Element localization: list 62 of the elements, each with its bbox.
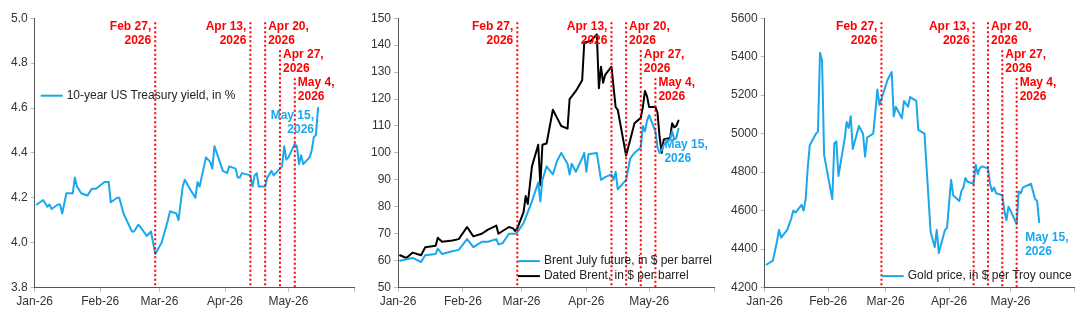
ref-line-label: Apr 13, 2026 — [928, 18, 970, 47]
legend-label: Brent July future, in $ per barrel — [543, 253, 713, 268]
y-tick-label: 5400 — [730, 49, 759, 63]
legend-label: Dated Brent, in $ per barrel — [543, 268, 689, 283]
ref-line-label: Feb 27, 2026 — [836, 18, 878, 47]
y-tick-label: 80 — [377, 199, 392, 214]
y-tick-label: 3.8 — [10, 279, 28, 294]
ref-line-label: Feb 27, 2026 — [109, 18, 152, 47]
ref-line-label: May 4, 2026 — [297, 74, 335, 103]
y-tick-label: 150 — [370, 10, 392, 25]
x-tick-label: Feb-26 — [443, 294, 483, 309]
y-tick-label: 4.6 — [10, 100, 28, 115]
x-tick-label: Jan-26 — [746, 294, 784, 309]
y-tick-label: 50 — [377, 279, 392, 294]
y-tick-label: 5000 — [730, 125, 759, 140]
y-tick-label: 100 — [370, 145, 392, 160]
ref-line-label: Apr 27, 2026 — [643, 46, 685, 75]
y-tick-label: 4.2 — [10, 190, 28, 205]
y-tick-label: 4200 — [730, 279, 759, 294]
legend-label: 10-year US Treasury yield, in % — [66, 88, 236, 103]
x-tick-label: May-26 — [268, 294, 309, 309]
ref-line-label: Apr 20, 2026 — [629, 18, 670, 47]
y-tick-label: 4800 — [730, 164, 759, 179]
y-tick-label: 110 — [371, 118, 392, 133]
x-tick-label: Apr-26 — [206, 294, 244, 309]
ref-line-label: Apr 13, 2026 — [205, 18, 247, 47]
x-tick-label: Mar-26 — [502, 294, 541, 309]
y-tick-label: 5200 — [730, 87, 759, 102]
y-tick-label: 4.0 — [10, 235, 28, 250]
ref-line-label: Apr 27, 2026 — [1005, 46, 1046, 75]
y-tick-label: 130 — [370, 64, 392, 79]
y-tick-label: 5600 — [730, 10, 759, 25]
ref-line-label: May 4, 2026 — [1019, 74, 1057, 103]
y-tick-label: 4.4 — [10, 145, 28, 160]
x-tick-label: Jan-26 — [16, 294, 54, 309]
x-tick-label: Apr-26 — [931, 294, 968, 309]
x-tick-label: Apr-26 — [568, 294, 605, 309]
y-tick-label: 140 — [370, 37, 392, 52]
ref-line-label: May 4, 2026 — [658, 74, 696, 103]
ref-line-label: Feb 27, 2026 — [471, 18, 514, 47]
x-tick-label: Feb-26 — [81, 294, 120, 309]
x-tick-label: May-26 — [990, 294, 1031, 309]
annotation: May 15, 2026 — [1025, 230, 1069, 259]
x-tick-label: Mar-26 — [140, 294, 179, 309]
x-tick-label: May-26 — [629, 294, 670, 309]
y-tick-label: 4600 — [730, 202, 759, 217]
ref-line-label: Apr 27, 2026 — [282, 46, 324, 75]
y-tick-label: 5.0 — [10, 10, 28, 25]
y-tick-label: 90 — [377, 172, 392, 187]
y-tick-label: 70 — [377, 226, 392, 241]
y-tick-label: 60 — [377, 252, 392, 267]
annotation: May 15, 2026 — [270, 108, 315, 137]
x-tick-label: Jan-26 — [379, 294, 417, 309]
y-tick-label: 4.8 — [10, 55, 28, 70]
ref-line-label: Apr 20, 2026 — [268, 18, 309, 47]
legend-label: Gold price, in $ per Troy ounce — [907, 268, 1073, 283]
annotation: May 15, 2026 — [664, 136, 708, 165]
x-tick-label: Feb-26 — [809, 294, 848, 309]
y-tick-label: 4400 — [730, 241, 759, 256]
x-tick-label: Mar-26 — [866, 294, 905, 309]
y-tick-label: 120 — [370, 91, 392, 106]
ref-line-label: Apr 20, 2026 — [990, 18, 1032, 47]
